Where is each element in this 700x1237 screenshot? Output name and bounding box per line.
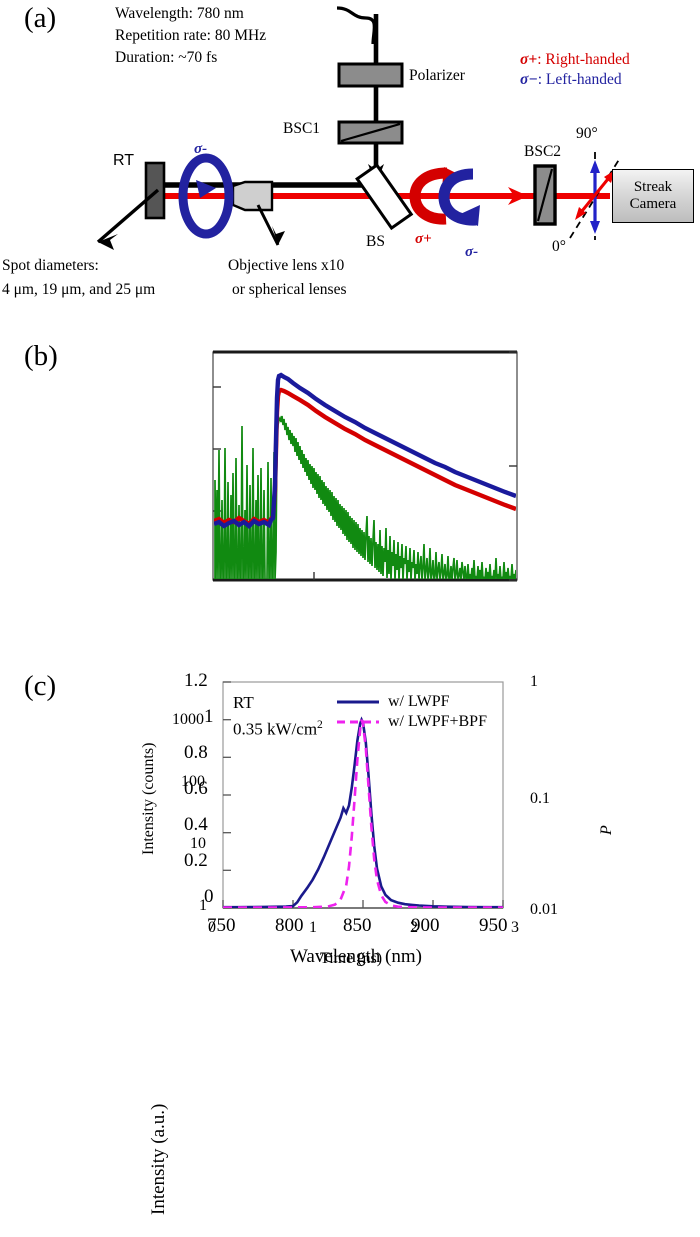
sigma-minus-left-spin-ellipse [178,153,234,239]
red-polarization-arrow [576,173,614,217]
panel-c-ytick-0.6: 0.6 [184,778,208,799]
bsc1-label: BSC1 [283,120,321,137]
panel-b-y2tick-1: 1 [530,673,538,690]
sigma-plus-text: : Right-handed [537,51,630,68]
laser-spec-wavelength: Wavelength: 780 nm [115,5,244,22]
panel-b-series-sigma-minus [214,372,516,529]
panel-a-letter: (a) [24,2,57,34]
panel-c-legend-item-lwpf-bpf: w/ LWPF+BPF [335,712,487,732]
panel-c-series-lwpf [223,716,503,908]
panel-c-legend-label-lwpf-bpf: w/ LWPF+BPF [388,713,487,730]
panel-b-ytick-10: 10 [190,835,206,852]
objective-pointer-line [256,204,280,246]
legend-sigma-plus: σ+: Right-handed [520,50,630,70]
laser-spec-repetition-rate: Repetition rate: 80 MHz [115,27,267,44]
blue-arrow-head-bottom [590,221,600,234]
panel-c-xlabel: Wavelength (nm) [290,946,422,967]
legend-swatch-solid-icon [337,700,379,704]
optical-setup-diagram [96,6,621,250]
panel-b-y2tick-0.01: 0.01 [530,901,558,918]
panel-c-ytick-1.2: 1.2 [184,670,208,691]
panel-c-xtick-800: 800 [275,915,304,936]
panel-c-power-sup: 2 [317,718,323,731]
spot-diameters-line2: 4 μm, 19 μm, and 25 μm [2,281,156,298]
sigma-minus-text: : Left-handed [537,71,622,89]
panel-b-right-ticks [509,351,517,581]
panel-c-xtick-850: 850 [343,915,372,936]
panel-c-xtick-950: 950 [479,915,508,936]
sigma-minus-symbol: σ− [520,71,538,89]
panel-b-ytick-100: 100 [181,773,205,790]
spot-diameters-line1: Spot diameters: [2,257,99,274]
panel-b-ytick-1: 1 [199,897,207,914]
polarizer-element [337,62,404,88]
laser-spec-duration: Duration: ~70 fs [115,49,218,66]
streak-camera-line2: Camera [629,196,677,212]
panel-b-xtick-1: 1 [309,919,317,936]
objective-callout-line2: or spherical lenses [232,281,347,298]
legend-sigma-minus: σ−: Left-handed [520,70,630,90]
bsc1-axis-line [340,122,401,143]
objective-callout-line1: Objective lens x10 [228,257,345,274]
angle-90-label: 90° [576,125,598,142]
panel-c-legend-label-lwpf: w/ LWPF [388,693,450,710]
legend-swatch-dashed-icon [337,720,379,724]
panel-c-ytick-1: 1 [204,706,214,727]
panel-b-letter: (b) [24,340,58,372]
panel-b-xtick-3: 3 [511,919,519,936]
panel-c-xtick-750: 750 [207,915,236,936]
handedness-legend: σ+: Right-handed σ−: Left-handed [520,50,630,91]
panel-c-legend: w/ LWPF w/ LWPF+BPF [335,692,487,732]
panel-c-series-lwpf-bpf [223,719,503,908]
sigma-minus-mid-label: σ- [465,244,479,260]
spot-diameter-pointer-line [96,188,160,244]
panel-c-ytick-0.8: 0.8 [184,742,208,763]
red-beam-arrow-bsc2 [508,187,528,205]
bs-label: BS [366,233,385,250]
axis-0-dashed [569,157,621,239]
laser-squiggle-icon [336,6,376,45]
panel-c-ytick-0.2: 0.2 [184,850,208,871]
beam-splitter-element [355,163,414,231]
panel-c-ytick-0: 0 [204,886,214,907]
sigma-minus-left-label: σ- [194,141,208,157]
panel-c-power-text: 0.35 kW/cm [233,719,318,739]
polarizer-label: Polarizer [409,67,465,84]
streak-camera-box: Streak Camera [612,169,694,223]
objective-lens-element [231,180,274,212]
panel-b-xlabel: Time (ns) [320,950,383,967]
panel-c-annotation-power: 0.35 kW/cm2 [233,718,323,740]
bsc2-axis-line [536,168,554,222]
panel-c-legend-item-lwpf: w/ LWPF [335,692,487,712]
sigma-plus-mid-label: σ+ [415,231,432,247]
sigma-plus-symbol: σ+ [520,51,538,68]
panel-b-xtick-2: 2 [410,919,418,936]
angle-0-label: 0° [552,238,566,255]
panel-b-xtick-0: 0 [208,919,216,936]
bsc2-label: BSC2 [524,143,562,160]
blue-arrow-head-top [590,160,600,173]
panel-c-chart: Intensity (a.u.) Wavelength (nm) 1.2 1 0… [0,660,700,1215]
panel-c-plot-area [222,681,504,909]
panel-c-letter: (c) [24,670,57,702]
sigma-minus-spin-arrow [438,168,480,226]
panel-b-plot-area [212,350,518,582]
panel-b-y2tick-0.1: 0.1 [530,790,550,807]
panel-c-ylabel: Intensity (a.u.) [148,1103,169,1215]
panel-c-ytick-0.4: 0.4 [184,814,208,835]
panel-c-annotation-rt: RT [233,693,254,712]
panel-b-chart: Intensity (counts) P Time (ns) 1000 100 … [0,330,700,967]
streak-camera-line1: Streak [633,179,673,196]
spot-diameter-pointer-arrow [98,234,118,250]
panel-c-xtick-900: 900 [411,915,440,936]
red-arrow-head-lower [575,207,586,220]
panel-b-ytick-1000: 1000 [172,711,204,728]
rt-label: RT [113,152,135,169]
objective-pointer-arrow [272,226,285,245]
